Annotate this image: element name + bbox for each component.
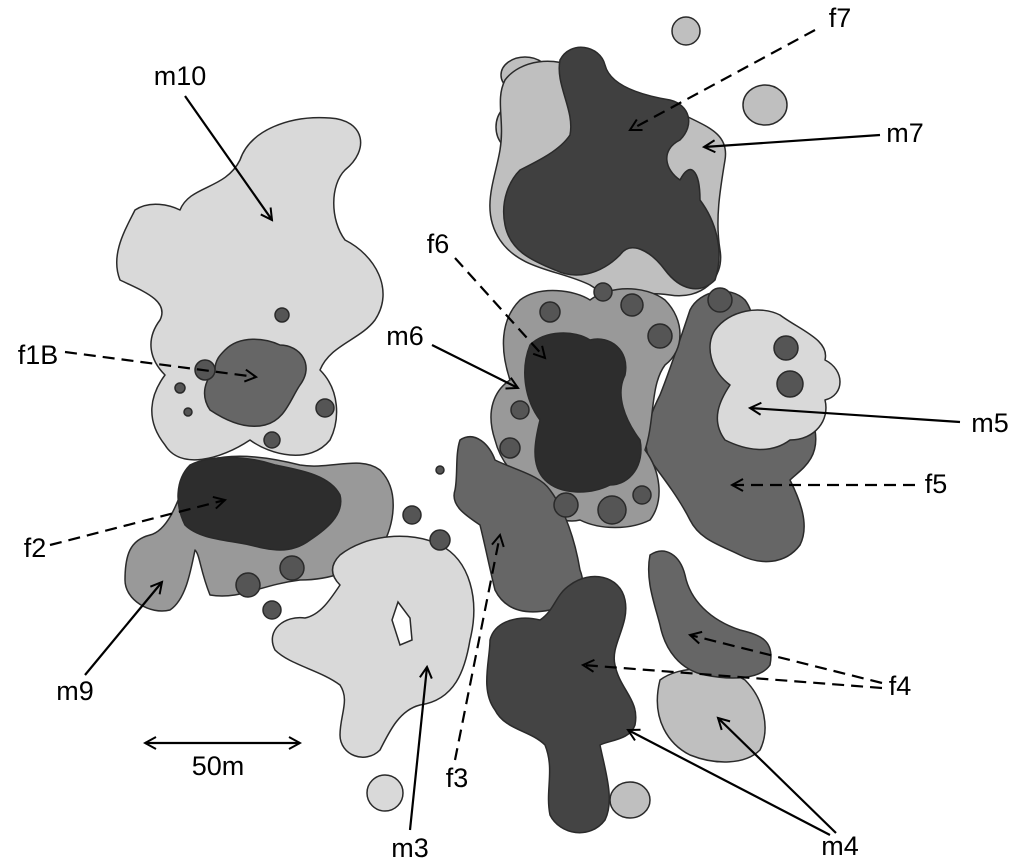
range-patch xyxy=(316,399,334,417)
range-patch xyxy=(175,383,185,393)
range-patch xyxy=(649,551,771,678)
range-patch xyxy=(263,601,281,619)
range-patch xyxy=(500,438,520,458)
label: m6 xyxy=(386,321,424,351)
range-patch xyxy=(610,782,650,818)
range-patch xyxy=(554,493,578,517)
label: m4 xyxy=(821,831,859,861)
label: f6 xyxy=(427,229,450,259)
range-patch xyxy=(774,336,798,360)
range-patch xyxy=(708,288,732,312)
label: f5 xyxy=(925,469,948,499)
range-patch xyxy=(777,371,803,397)
range-patch xyxy=(275,308,289,322)
label: m5 xyxy=(971,408,1009,438)
home-range-map: m10 f7 m7 f6 m6 f1B m5 f5 f2 m9 m3 f3 f4… xyxy=(0,0,1024,865)
label: m10 xyxy=(154,61,207,91)
scale-label: 50m xyxy=(192,751,245,781)
label: f1B xyxy=(18,340,59,370)
range-patch xyxy=(367,775,403,811)
range-patch xyxy=(236,573,260,597)
range-patch xyxy=(511,401,529,419)
range-patch xyxy=(710,310,840,449)
label: f4 xyxy=(889,671,912,701)
range-patch xyxy=(594,283,612,301)
range-patch xyxy=(648,324,672,348)
range-patch xyxy=(280,556,304,580)
range-patch xyxy=(633,486,651,504)
range-patch xyxy=(525,333,641,492)
label: m7 xyxy=(886,118,924,148)
range-patch xyxy=(436,466,444,474)
ranges xyxy=(117,17,840,833)
range-patch xyxy=(598,496,626,524)
label: m9 xyxy=(56,676,94,706)
arrow xyxy=(718,718,836,833)
arrow xyxy=(704,135,880,147)
range-patch xyxy=(403,506,421,524)
range-patch xyxy=(540,302,560,322)
label: f2 xyxy=(24,533,47,563)
range-patch xyxy=(621,294,643,316)
range-patch xyxy=(672,17,700,45)
label: m3 xyxy=(391,833,429,863)
arrow xyxy=(630,30,815,130)
label: f3 xyxy=(446,763,469,793)
range-patch xyxy=(264,432,280,448)
label: f7 xyxy=(829,3,852,33)
range-patch xyxy=(430,530,450,550)
arrow xyxy=(85,582,162,675)
range-patch xyxy=(184,408,192,416)
range-patch xyxy=(743,85,787,125)
